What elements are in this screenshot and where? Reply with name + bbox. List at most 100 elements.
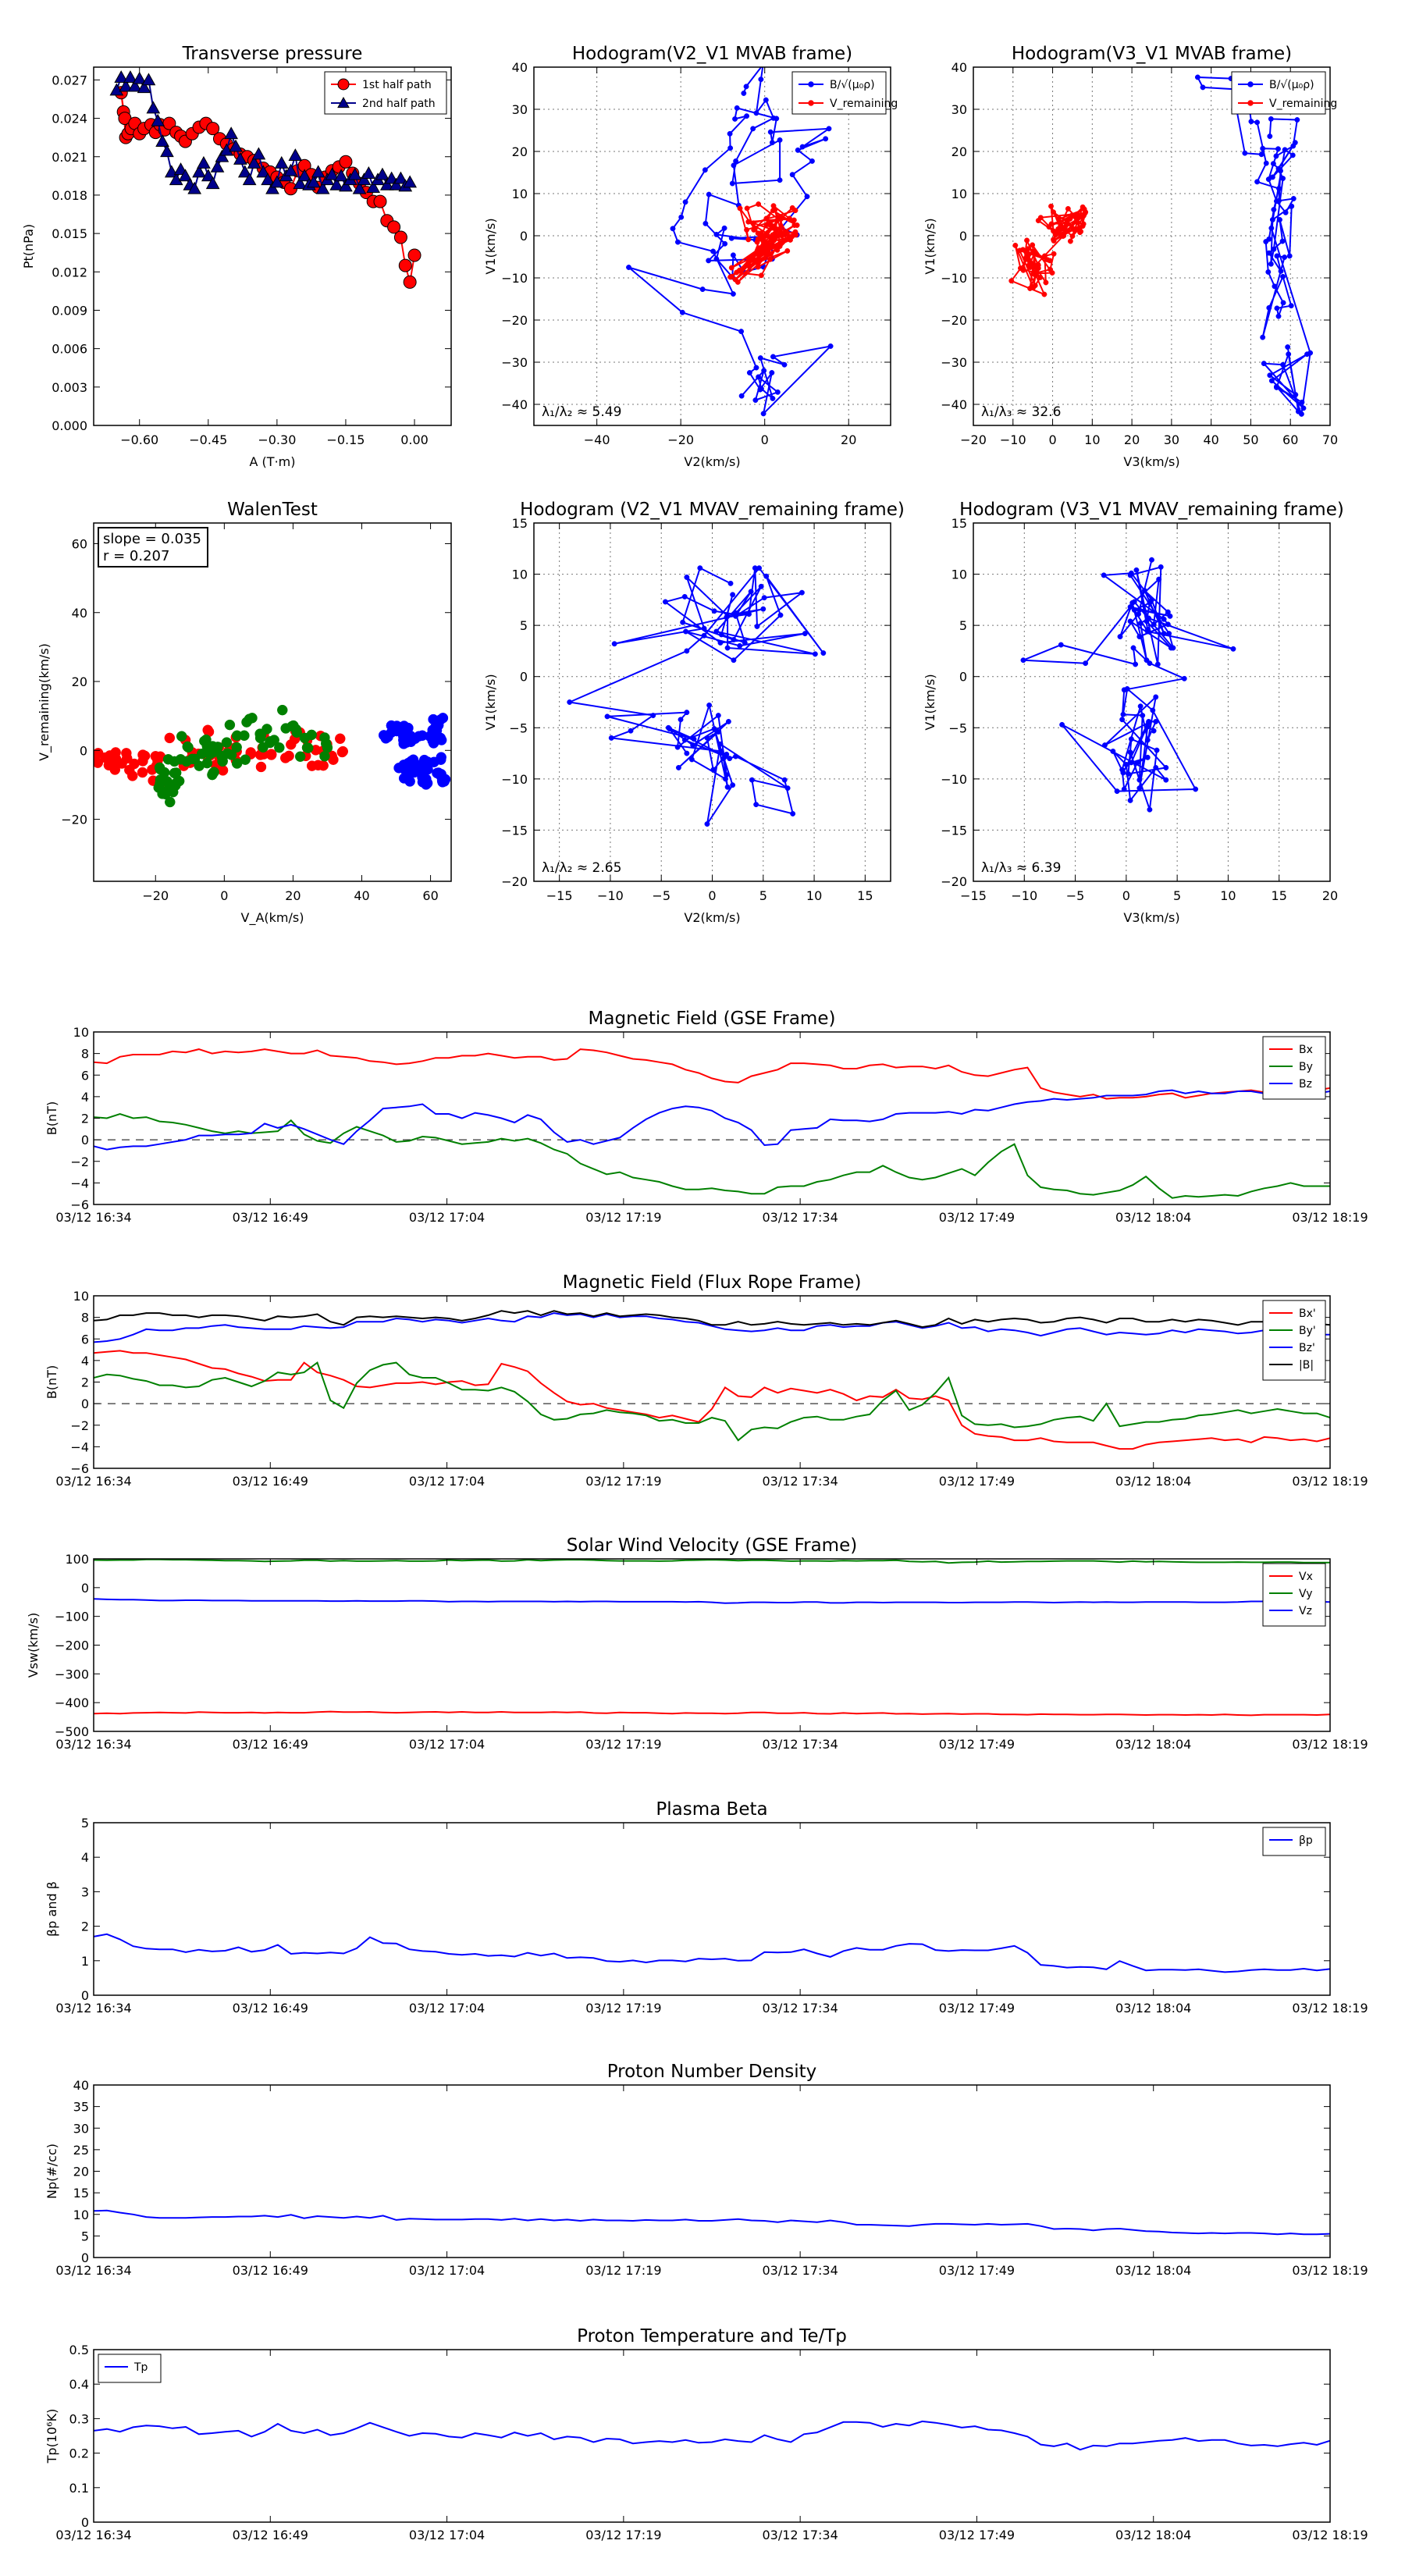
data-point	[812, 651, 818, 657]
data-point	[1268, 225, 1275, 231]
x-axis-label: V2(km/s)	[684, 454, 740, 469]
y-tick-label: 4	[81, 1850, 89, 1865]
data-point	[1275, 313, 1282, 319]
data-point	[767, 221, 773, 227]
y-tick-label: 10	[73, 2208, 89, 2222]
data-point	[437, 713, 449, 724]
data-point	[626, 265, 631, 270]
y-axis-label: V1(km/s)	[923, 218, 937, 274]
x-tick-label: −20	[960, 432, 987, 447]
data-point	[823, 136, 829, 142]
data-point	[1295, 408, 1301, 415]
data-point	[1126, 770, 1131, 777]
data-point	[727, 274, 734, 280]
y-tick-label: 15	[512, 516, 528, 531]
data-point	[1270, 161, 1276, 167]
data-point	[736, 267, 742, 273]
series-line-by	[94, 1361, 1330, 1442]
data-point	[710, 767, 717, 773]
y-tick-label: 5	[81, 1816, 89, 1831]
data-point	[339, 155, 353, 169]
data-point	[718, 748, 724, 754]
data-point	[752, 397, 759, 404]
x-tick-label: 03/12 18:04	[1115, 2001, 1191, 2016]
data-point	[731, 611, 737, 617]
data-point	[417, 777, 429, 788]
data-point	[1268, 116, 1274, 122]
data-point	[753, 365, 759, 371]
plot-area	[626, 67, 834, 417]
data-point	[403, 757, 414, 769]
data-point	[727, 145, 734, 151]
y-tick-label: 0.021	[52, 150, 87, 165]
data-point	[1035, 218, 1041, 224]
data-point	[224, 126, 239, 140]
y-tick-label: 15	[951, 516, 967, 531]
data-point	[306, 729, 317, 741]
data-point	[744, 205, 750, 212]
series-3	[378, 713, 451, 790]
data-point	[224, 719, 236, 731]
legend-label: By'	[1299, 1325, 1316, 1337]
y-tick-label: −100	[55, 1610, 89, 1624]
data-point	[777, 612, 784, 618]
data-point	[763, 252, 770, 258]
y-tick-label: 0	[959, 229, 967, 244]
y-axis-label: Vsw(km/s)	[26, 1613, 41, 1678]
data-point	[724, 645, 731, 651]
data-point	[1274, 383, 1279, 390]
plot-area	[94, 1310, 1330, 1450]
data-point	[1149, 557, 1154, 563]
y-axis-label: V1(km/s)	[483, 218, 498, 274]
data-point	[684, 648, 690, 654]
data-point	[403, 722, 414, 734]
data-point	[701, 632, 707, 639]
y-tick-label: −2	[70, 1418, 89, 1433]
data-point	[274, 742, 285, 753]
data-point	[1124, 686, 1130, 692]
legend-label: B/√(μ₀ρ)	[830, 79, 875, 91]
x-tick-label: 03/12 17:34	[762, 2263, 838, 2278]
data-point	[1268, 261, 1274, 267]
y-tick-label: −2	[70, 1155, 89, 1169]
data-point	[1137, 703, 1144, 710]
data-point	[1273, 153, 1279, 159]
data-point	[155, 134, 169, 147]
panel-proton-density: 03/12 16:34 03/12 16:49 03/12 17:04 03/12 1…	[44, 2062, 1368, 2278]
plot-area	[94, 1933, 1330, 1973]
data-point	[725, 718, 731, 724]
x-tick-label: 03/12 17:34	[762, 1737, 838, 1752]
data-point	[758, 76, 764, 83]
data-point	[697, 565, 703, 571]
data-point	[417, 760, 429, 770]
series-line-bz	[94, 1312, 1330, 1343]
data-point	[151, 113, 165, 126]
data-point	[702, 220, 709, 226]
x-tick-label: 03/12 17:19	[585, 1474, 661, 1489]
data-point	[1083, 660, 1089, 667]
data-point	[127, 79, 142, 92]
data-point	[325, 167, 340, 180]
data-point	[215, 149, 229, 162]
data-point	[757, 355, 763, 361]
y-tick-label: 10	[73, 1025, 89, 1040]
y-tick-label: 5	[520, 618, 528, 633]
x-axis-label: V_A(km/s)	[241, 910, 304, 926]
x-tick-label: 03/12 16:34	[55, 1210, 131, 1225]
data-point	[738, 393, 745, 399]
data-point	[357, 173, 372, 186]
x-tick-label: 30	[1164, 432, 1179, 447]
data-point	[1136, 607, 1143, 613]
data-point	[1274, 198, 1279, 205]
y-tick-label: −6	[70, 1461, 89, 1476]
data-point	[212, 742, 223, 753]
data-point	[781, 361, 788, 368]
y-tick-label: 100	[65, 1552, 89, 1567]
data-point	[752, 226, 758, 232]
data-point	[650, 713, 656, 718]
data-point	[270, 175, 284, 188]
data-point	[756, 374, 762, 380]
data-point	[1151, 621, 1157, 628]
data-point	[758, 583, 764, 589]
data-point	[373, 194, 387, 208]
